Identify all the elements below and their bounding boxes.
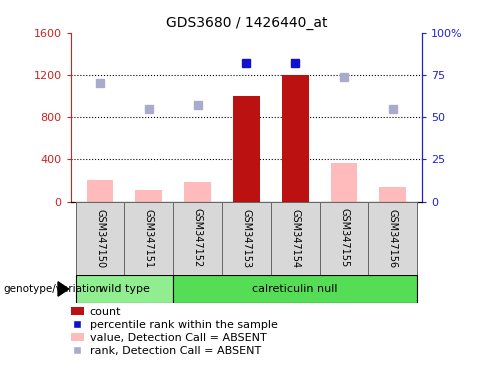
- Text: GSM347153: GSM347153: [242, 209, 251, 268]
- Bar: [136, 190, 163, 202]
- Text: genotype/variation: genotype/variation: [3, 284, 102, 294]
- Bar: [271, 202, 320, 275]
- Bar: [173, 275, 417, 303]
- Bar: [222, 202, 271, 275]
- Bar: [184, 182, 211, 202]
- Text: GSM347152: GSM347152: [193, 209, 203, 268]
- Text: wild type: wild type: [99, 284, 150, 294]
- Text: calreticulin null: calreticulin null: [252, 284, 338, 294]
- Bar: [233, 96, 260, 202]
- Text: GSM347151: GSM347151: [144, 209, 154, 268]
- Text: GSM347154: GSM347154: [290, 209, 300, 268]
- Legend: count, percentile rank within the sample, value, Detection Call = ABSENT, rank, : count, percentile rank within the sample…: [71, 307, 278, 356]
- Bar: [87, 180, 113, 202]
- Bar: [173, 202, 222, 275]
- Polygon shape: [58, 282, 69, 296]
- Bar: [76, 202, 124, 275]
- Bar: [282, 75, 309, 202]
- Bar: [380, 187, 407, 202]
- Text: GSM347155: GSM347155: [339, 209, 349, 268]
- Bar: [368, 202, 417, 275]
- Bar: [320, 202, 368, 275]
- Bar: [76, 275, 173, 303]
- Bar: [124, 202, 173, 275]
- Text: GSM347150: GSM347150: [95, 209, 105, 268]
- Title: GDS3680 / 1426440_at: GDS3680 / 1426440_at: [166, 16, 327, 30]
- Bar: [331, 162, 357, 202]
- Text: GSM347156: GSM347156: [388, 209, 398, 268]
